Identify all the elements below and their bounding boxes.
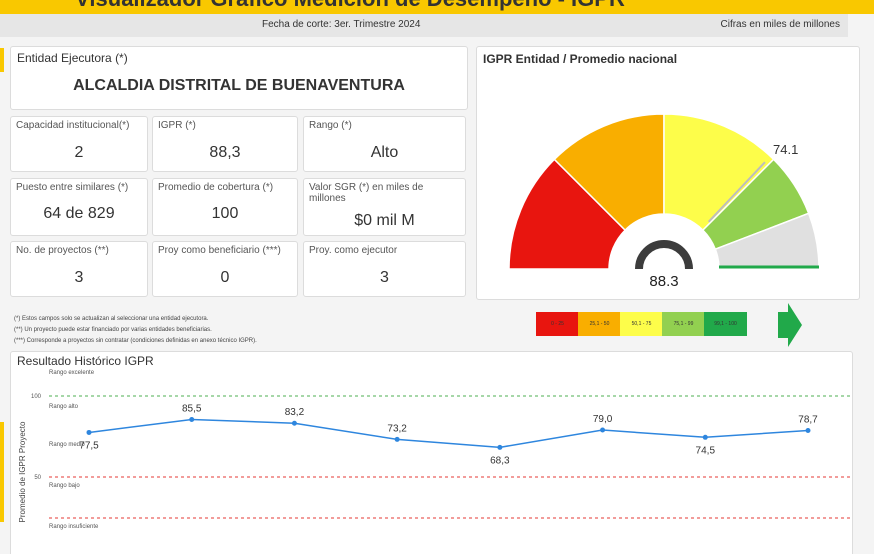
kpi-value: Alto	[370, 144, 399, 161]
kpi-value: $0 mil M	[354, 212, 415, 229]
kpi-valor-sgr: Valor SGR (*) en miles de millones $0 mi…	[303, 178, 466, 236]
range-band-label: Rango medio	[49, 442, 85, 448]
gauge-chart: 74.1 88.3	[508, 113, 820, 290]
kpi-igpr: IGPR (*) 88,3	[152, 116, 298, 172]
history-accent	[0, 422, 4, 522]
legend-range-item: 99,1 - 100	[704, 312, 747, 336]
data-label: 73,2	[387, 423, 407, 434]
kpi-label: Promedio de cobertura (*)	[158, 182, 274, 193]
data-point[interactable]	[702, 434, 708, 440]
kpi-puesto: Puesto entre similares (*) 64 de 829	[10, 178, 148, 236]
range-band-label: Rango alto	[49, 404, 79, 410]
legend-range-item: 75,1 - 99	[662, 312, 705, 336]
data-label: 85,5	[182, 403, 202, 414]
kpi-value: 0	[220, 269, 230, 286]
entity-card[interactable]: Entidad Ejecutora (*) ALCALDIA DISTRITAL…	[10, 46, 468, 110]
history-card: Resultado Histórico IGPR Rango excelente…	[10, 351, 853, 554]
data-point[interactable]	[86, 429, 92, 435]
data-label: 77,5	[79, 440, 99, 451]
kpi-rango: Rango (*) Alto	[303, 116, 466, 172]
legend-range-item: 25,1 - 50	[578, 312, 621, 336]
data-point[interactable]	[394, 436, 400, 442]
gauge-title: IGPR Entidad / Promedio nacional	[483, 52, 678, 66]
gauge-band-remaining	[714, 212, 820, 270]
kpi-value: 3	[74, 269, 84, 286]
kpi-value: 64 de 829	[43, 205, 115, 222]
national-average-marker	[707, 161, 766, 223]
kpi-label: Valor SGR (*) en miles de millones	[309, 182, 424, 204]
data-point[interactable]	[189, 416, 195, 422]
kpi-cobertura: Promedio de cobertura (*) 100	[152, 178, 298, 236]
data-point[interactable]	[497, 444, 503, 450]
kpi-value: 100	[211, 205, 239, 222]
entity-name: ALCALDIA DISTRITAL DE BUENAVENTURA	[73, 77, 405, 94]
range-band-label: Rango excelente	[49, 370, 95, 376]
kpi-ejecutor: Proy. como ejecutor 3	[303, 241, 466, 297]
kpi-label: Puesto entre similares (*)	[16, 182, 129, 193]
cutoff-date: Fecha de corte: 3er. Trimestre 2024	[262, 19, 421, 30]
history-chart: Rango excelente Rango alto Rango medio Rang…	[18, 370, 851, 530]
y-axis-label: Promedio de IGPR Proyecto	[18, 421, 27, 522]
kpi-value: 3	[380, 269, 389, 286]
data-label: 83,2	[285, 407, 305, 418]
legend-range-item: 0 - 25	[536, 312, 579, 336]
range-band-label: Rango bajo	[49, 483, 80, 489]
gauge-band	[508, 158, 627, 270]
gauge-card: IGPR Entidad / Promedio nacional 74.1 88.…	[476, 46, 860, 300]
app-title: Visualizador Gráfico Medición de Desempe…	[0, 0, 700, 12]
kpi-value: 2	[74, 144, 84, 161]
footnote-3: (***) Corresponde a proyectos sin contra…	[14, 338, 257, 344]
footnote-2: (**) Un proyecto puede estar financiado …	[14, 327, 212, 333]
kpi-capacidad: Capacidad institucional(*) 2	[10, 116, 148, 172]
entity-accent	[0, 48, 4, 72]
kpi-label: IGPR (*)	[158, 120, 196, 131]
sub-header: Fecha de corte: 3er. Trimestre 2024 Cifr…	[0, 14, 848, 37]
national-average-label: 74.1	[773, 142, 798, 157]
kpi-beneficiario: Proy como beneficiario (***) 0	[152, 241, 298, 297]
gauge-band	[553, 113, 665, 232]
data-label: 74,5	[696, 445, 716, 456]
kpi-label: Capacidad institucional(*)	[16, 120, 130, 131]
history-title: Resultado Histórico IGPR	[17, 354, 154, 368]
footnote-1: (*) Estos campos solo se actualizan al s…	[14, 316, 209, 322]
data-point[interactable]	[805, 428, 811, 434]
gauge-value-label: 88.3	[649, 273, 678, 290]
y-tick-label: 50	[34, 475, 41, 481]
gauge-band	[663, 113, 775, 232]
kpi-proyectos: No. de proyectos (**) 3	[10, 241, 148, 297]
units-note: Cifras en miles de millones	[720, 19, 841, 30]
header-bar: Visualizador Gráfico Medición de Desempe…	[0, 0, 874, 14]
data-point[interactable]	[600, 427, 606, 433]
legend-arrow-icon	[778, 303, 802, 347]
entity-label: Entidad Ejecutora (*)	[17, 51, 128, 65]
data-label: 79,0	[593, 414, 613, 425]
series-line	[88, 418, 809, 449]
data-point[interactable]	[291, 420, 297, 426]
data-label: 78,7	[798, 415, 818, 426]
kpi-label: Proy como beneficiario (***)	[158, 245, 281, 256]
legend-range-item: 50,1 - 75	[620, 312, 663, 336]
data-label: 68,3	[490, 455, 510, 466]
gauge-indicator-arc	[635, 240, 693, 270]
range-band-label: Rango insuficiente	[49, 524, 99, 530]
kpi-value: 88,3	[209, 144, 241, 161]
y-tick-label: 100	[31, 394, 42, 400]
kpi-label: Rango (*)	[309, 120, 352, 131]
kpi-label: Proy. como ejecutor	[309, 245, 398, 256]
kpi-label: No. de proyectos (**)	[16, 245, 109, 256]
